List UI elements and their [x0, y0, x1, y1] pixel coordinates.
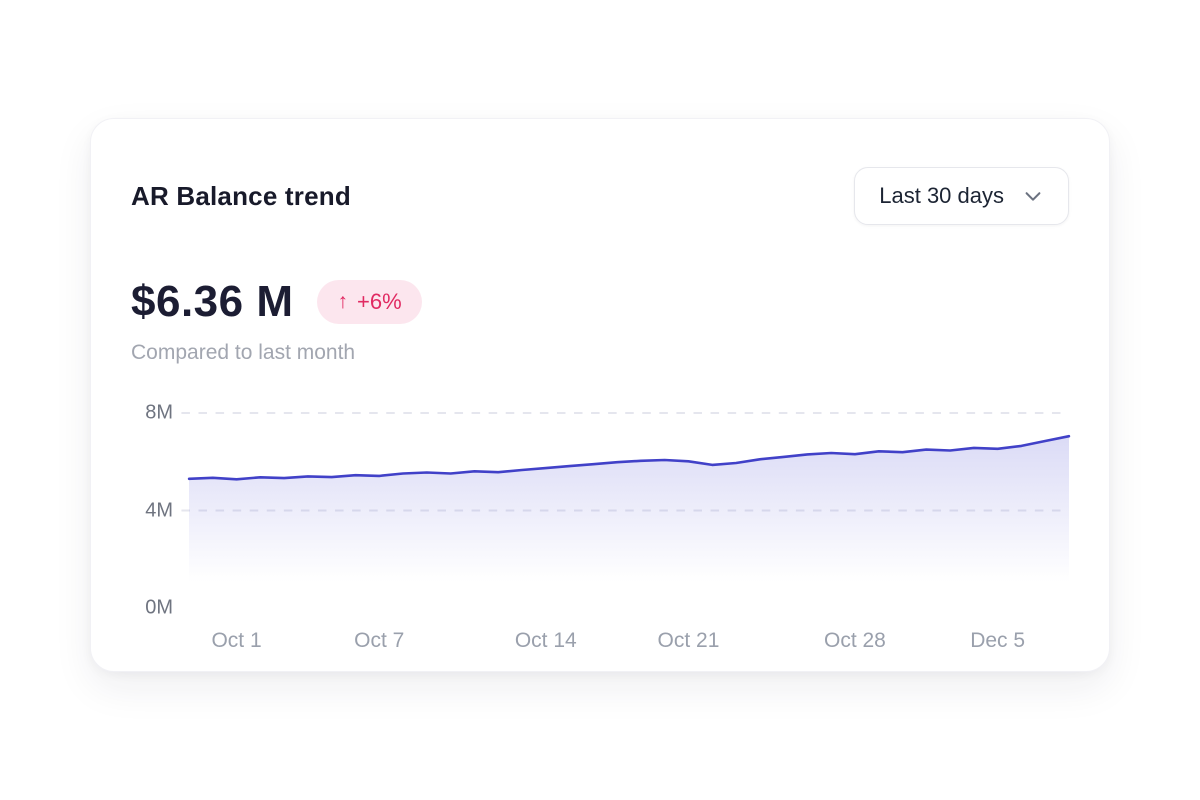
y-axis: 8M 4M 0M: [131, 402, 175, 619]
card-title: AR Balance trend: [131, 180, 351, 211]
y-tick-label-8m: 8M: [145, 401, 173, 424]
y-tick-label-4m: 4M: [145, 499, 173, 521]
x-axis: Oct 1 Oct 7 Oct 14 Oct 21 Oct 28 Dec 5: [189, 621, 1069, 661]
trend-badge: ↑ +6%: [317, 280, 422, 324]
date-range-label: Last 30 days: [879, 183, 1004, 208]
area-line-chart: [181, 412, 1071, 608]
ar-balance-card: AR Balance trend Last 30 days $6.36 M ↑ …: [90, 118, 1110, 672]
x-tick-label-oct-21: Oct 21: [657, 629, 720, 652]
metric-value: $6.36 M: [131, 277, 294, 326]
plot-area: Oct 1 Oct 7 Oct 14 Oct 21 Oct 28 Dec 5: [181, 411, 1071, 661]
metric-subtitle: Compared to last month: [131, 341, 356, 364]
chevron-down-icon: [1025, 192, 1041, 201]
x-tick-label-oct-1: Oct 1: [211, 629, 262, 652]
metric-row: $6.36 M ↑ +6%: [131, 277, 1069, 327]
trend-line: [187, 434, 1071, 481]
area-fill: [189, 436, 1069, 608]
x-tick-label-oct-14: Oct 14: [514, 629, 577, 652]
date-range-dropdown[interactable]: Last 30 days: [854, 167, 1069, 225]
ar-balance-chart: 8M 4M 0M Oct 1 Oct 7 Oct 14 Oct 21 Oct 28 Dec 5: [131, 402, 1071, 661]
trend-badge-value: +6%: [356, 289, 402, 314]
x-tick-label-oct-7: Oct 7: [354, 629, 405, 652]
arrow-up-icon: ↑: [337, 290, 348, 313]
y-tick-label-0m: 0M: [145, 596, 173, 619]
x-tick-label-dec-5: Dec 5: [970, 629, 1026, 652]
card-header: AR Balance trend Last 30 days: [131, 167, 1069, 225]
x-tick-label-oct-28: Oct 28: [824, 629, 886, 652]
